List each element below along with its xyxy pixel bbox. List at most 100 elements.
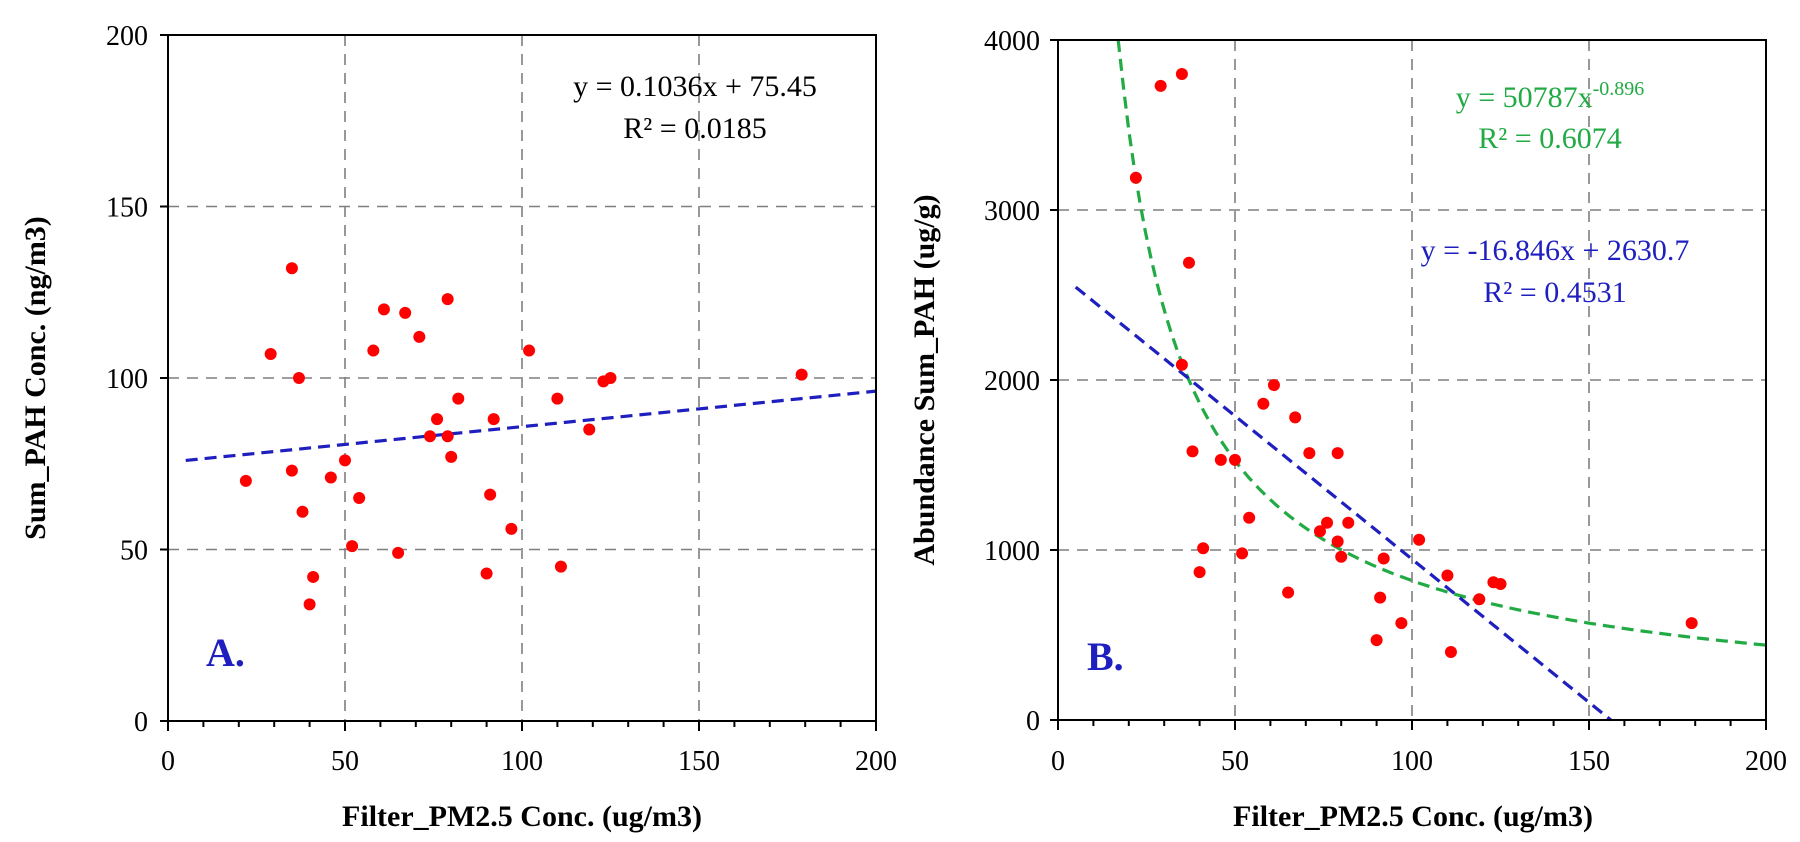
panel-b-x-axis-title: Filter_PM2.5 Conc. (ug/m3) bbox=[1233, 800, 1593, 833]
panel-b-ticks bbox=[1050, 39, 1767, 730]
panel-a-data-point bbox=[452, 392, 465, 405]
panel-a-data-point bbox=[392, 546, 405, 559]
panel-a-xtick-label-0: 0 bbox=[161, 746, 175, 777]
panel-a-data-point bbox=[795, 368, 808, 381]
panel-a-data-point bbox=[377, 303, 390, 316]
panel-a-data-point bbox=[445, 450, 458, 463]
panel-a-ytick-label-0: 0 bbox=[134, 707, 148, 738]
panel-a-data-point bbox=[307, 570, 320, 583]
panel-b-xtick-label-3: 150 bbox=[1568, 746, 1610, 777]
panel-a-x-axis-title: Filter_PM2.5 Conc. (ug/m3) bbox=[342, 800, 702, 833]
panel-b-ytick-label-0: 0 bbox=[1026, 706, 1040, 737]
panel-b-data-point bbox=[1129, 171, 1142, 184]
panel-b-data-point bbox=[1374, 591, 1387, 604]
panel-b-data-point bbox=[1282, 586, 1295, 599]
panel-b-data-point bbox=[1494, 578, 1507, 590]
panel-b-data-point bbox=[1229, 453, 1241, 466]
panel-b-data-point bbox=[1257, 397, 1270, 410]
panel-a-data-point bbox=[413, 330, 426, 343]
panel-a-data-point bbox=[339, 454, 351, 467]
panel-b-ytick-label-2: 2000 bbox=[984, 366, 1040, 397]
panel-a-ticks bbox=[160, 34, 877, 731]
panel-a-gridlines bbox=[168, 35, 876, 721]
panel-a-y-axis-title: Sum_PAH Conc. (ng/m3) bbox=[19, 216, 52, 540]
panel-b-data-point bbox=[1243, 511, 1256, 524]
panel-b-power-equation: y = 50787x-0.896 bbox=[1456, 78, 1645, 114]
panel-b-data-point bbox=[1321, 516, 1334, 529]
panel-b-xtick-label-1: 50 bbox=[1221, 746, 1249, 777]
panel-b-data-point bbox=[1182, 256, 1195, 269]
panel-b-points bbox=[1129, 68, 1698, 658]
panel-a-data-point bbox=[423, 430, 436, 443]
panel-b-data-point bbox=[1214, 453, 1227, 466]
panel-a-tick-labels: 0 50 100 150 200 0 50 100 150 200 bbox=[106, 21, 897, 777]
panel-a-data-point bbox=[399, 306, 412, 319]
panel-a-data-point bbox=[239, 474, 252, 487]
panel-b-data-point bbox=[1289, 411, 1302, 424]
panel-a-data-point bbox=[484, 488, 497, 501]
panel-b-data-point bbox=[1303, 447, 1316, 460]
panel-b-power-r2: R² = 0.6074 bbox=[1478, 122, 1621, 155]
panel-b-ytick-label-3: 3000 bbox=[984, 196, 1040, 227]
panel-a-ytick-label-3: 150 bbox=[106, 193, 148, 224]
panel-b-data-point bbox=[1444, 646, 1457, 658]
panel-b-power-equation-exponent: -0.896 bbox=[1593, 78, 1645, 100]
panel-a-xtick-label-4: 200 bbox=[855, 746, 897, 777]
panel-b-y-axis-title: Abundance Sum_PAH (ug/g) bbox=[908, 194, 941, 565]
panel-a-data-point bbox=[480, 567, 493, 580]
panel-b-xtick-label-0: 0 bbox=[1051, 746, 1065, 777]
panel-a-data-point bbox=[346, 540, 359, 553]
panel-a-data-point bbox=[285, 262, 298, 275]
panel-b-xtick-label-4: 200 bbox=[1745, 746, 1787, 777]
panel-a-linear-trendline bbox=[185, 389, 877, 463]
panel-b-data-point bbox=[1335, 550, 1348, 563]
panel-b-data-point bbox=[1197, 542, 1210, 555]
panel-b-data-point bbox=[1154, 79, 1167, 92]
panel-a-data-point bbox=[554, 560, 567, 573]
panel-a-data-point bbox=[505, 522, 518, 535]
panel-a-points bbox=[239, 262, 808, 611]
panel-b-data-point bbox=[1193, 566, 1206, 579]
panel-b-linear-trendline bbox=[1074, 285, 1612, 722]
panel-a-data-point bbox=[296, 505, 309, 518]
panel-b-data-point bbox=[1331, 535, 1344, 548]
panel-a-data-point bbox=[285, 464, 298, 477]
panel-a-data-point bbox=[431, 413, 444, 426]
panel-a-data-point bbox=[551, 392, 564, 405]
panel-a-data-point bbox=[441, 430, 454, 443]
panel-b-trendlines bbox=[1074, 39, 1767, 722]
panel-b-power-equation-base: y = 50787x bbox=[1456, 81, 1593, 114]
panel-b-gridlines bbox=[1058, 40, 1766, 720]
panel-b-label: B. bbox=[1087, 634, 1124, 679]
panel-a-data-point bbox=[487, 413, 500, 426]
panel-a-data-point bbox=[324, 471, 337, 484]
panel-b-data-point bbox=[1395, 617, 1408, 630]
panel-b-data-point bbox=[1236, 547, 1249, 560]
panel-b-data-point bbox=[1473, 593, 1486, 606]
panel-a-data-point bbox=[264, 347, 277, 360]
panel-b-data-point bbox=[1267, 379, 1280, 392]
panel-a-data-point bbox=[583, 423, 596, 436]
panel-b-data-point bbox=[1186, 445, 1199, 458]
panel-a-xtick-label-1: 50 bbox=[331, 746, 359, 777]
panel-a-trend-r2: R² = 0.0185 bbox=[623, 112, 766, 145]
panel-a-trendlines bbox=[185, 389, 877, 463]
panel-a-label: A. bbox=[206, 630, 245, 675]
panel-b-ytick-label-1: 1000 bbox=[984, 536, 1040, 567]
panel-b-data-point bbox=[1313, 525, 1326, 538]
panel-b-data-point bbox=[1342, 516, 1355, 529]
panel-b-data-point bbox=[1370, 634, 1383, 647]
panel-b-data-point bbox=[1441, 569, 1454, 582]
panel-b-data-point bbox=[1331, 447, 1344, 460]
panel-b-linear-r2: R² = 0.4531 bbox=[1483, 276, 1626, 309]
panel-b-power-trendline bbox=[1116, 39, 1767, 647]
panel-b-xtick-label-2: 100 bbox=[1391, 746, 1433, 777]
panel-a: 0 50 100 150 200 0 50 100 150 200 Filter_PM2.5 Co… bbox=[19, 21, 897, 833]
panel-a-data-point bbox=[367, 344, 380, 357]
panel-a-data-point bbox=[353, 492, 366, 505]
panel-a-data-point bbox=[604, 372, 617, 384]
panel-a-xtick-label-3: 150 bbox=[678, 746, 720, 777]
panel-a-ytick-label-1: 50 bbox=[120, 536, 148, 567]
